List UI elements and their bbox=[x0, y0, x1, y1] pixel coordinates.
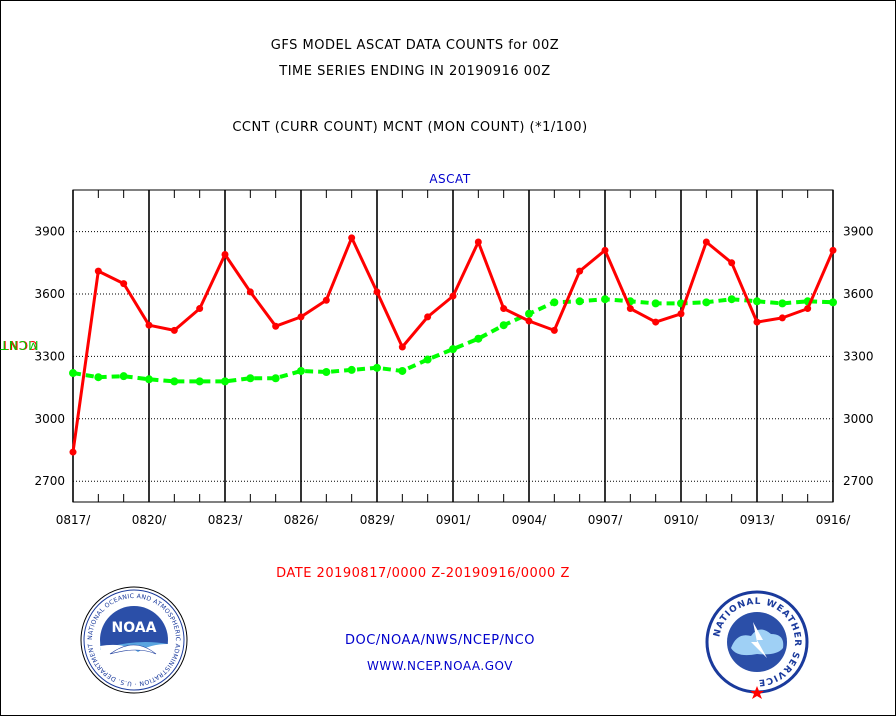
data-point-ccnt bbox=[145, 321, 153, 329]
y-tick-label-right: 2700 bbox=[843, 474, 874, 488]
x-tick-label: 0907/ bbox=[588, 513, 624, 527]
data-point-mcnt bbox=[271, 374, 280, 383]
data-point-mcnt bbox=[398, 366, 407, 375]
data-point-ccnt bbox=[804, 305, 812, 313]
chart-title: GFS MODEL ASCAT DATA COUNTS for 00Z bbox=[270, 38, 560, 53]
data-point-mcnt bbox=[170, 377, 179, 386]
data-point-ccnt bbox=[398, 343, 406, 351]
x-tick-label: 0916/ bbox=[816, 513, 852, 527]
data-point-mcnt bbox=[651, 299, 660, 308]
data-point-mcnt bbox=[753, 297, 761, 306]
x-tick-label: 0817/ bbox=[56, 513, 92, 527]
data-point-mcnt bbox=[575, 297, 584, 306]
data-point-mcnt bbox=[474, 334, 483, 343]
x-tick-label: 0823/ bbox=[208, 513, 244, 527]
data-point-ccnt bbox=[626, 305, 634, 313]
y-tick-label: 3000 bbox=[34, 412, 65, 426]
data-point-mcnt bbox=[449, 345, 457, 354]
data-point-ccnt bbox=[601, 246, 609, 254]
data-point-ccnt bbox=[449, 292, 457, 300]
data-point-ccnt bbox=[829, 246, 837, 254]
chart-title-line2: TIME SERIES ENDING IN 20190916 00Z bbox=[279, 64, 551, 79]
data-point-ccnt bbox=[221, 250, 229, 258]
data-point-mcnt bbox=[221, 377, 229, 386]
y-tick-label-right: 3900 bbox=[843, 225, 874, 239]
data-point-ccnt bbox=[196, 305, 204, 313]
data-point-mcnt bbox=[94, 373, 103, 382]
x-tick-label: 0901/ bbox=[436, 513, 472, 527]
x-tick-label: 0910/ bbox=[664, 513, 700, 527]
plot-border bbox=[72, 189, 834, 503]
data-point-ccnt bbox=[322, 296, 330, 304]
data-point-mcnt bbox=[525, 309, 533, 318]
data-point-mcnt bbox=[347, 365, 356, 374]
data-point-ccnt bbox=[778, 314, 786, 322]
data-point-ccnt bbox=[702, 238, 710, 246]
data-point-mcnt bbox=[778, 299, 787, 308]
data-point-ccnt bbox=[576, 267, 584, 275]
data-point-ccnt bbox=[297, 313, 305, 321]
data-point-ccnt bbox=[753, 318, 761, 326]
data-point-ccnt bbox=[94, 267, 102, 275]
noaa-logo: NATIONAL OCEANIC AND ATMOSPHERIC ADMINIS… bbox=[80, 586, 188, 694]
data-point-mcnt bbox=[195, 377, 204, 386]
y-tick-label: 3300 bbox=[34, 349, 65, 363]
data-point-ccnt bbox=[474, 238, 482, 246]
data-point-mcnt bbox=[322, 368, 331, 376]
data-point-mcnt bbox=[550, 298, 559, 307]
data-point-ccnt bbox=[500, 305, 508, 313]
data-point-ccnt bbox=[348, 234, 356, 242]
data-point-ccnt bbox=[272, 322, 280, 330]
data-point-mcnt bbox=[423, 355, 432, 364]
y-tick-label-right: 3600 bbox=[843, 287, 874, 301]
data-point-mcnt bbox=[702, 298, 711, 307]
y-tick-label-right: 3300 bbox=[843, 349, 874, 363]
x-tick-label: 0913/ bbox=[740, 513, 776, 527]
chart-subtitle: CCNT (CURR COUNT) MCNT (MON COUNT) (*1/1… bbox=[232, 120, 588, 135]
y-tick-label: 3600 bbox=[34, 287, 65, 301]
data-point-ccnt bbox=[550, 326, 558, 334]
y-tick-label-right: 3000 bbox=[843, 412, 874, 426]
data-point-ccnt bbox=[246, 288, 254, 296]
data-point-ccnt bbox=[728, 259, 736, 267]
x-tick-label: 0820/ bbox=[132, 513, 168, 527]
noaa-logo-text: NOAA bbox=[112, 620, 157, 636]
data-point-mcnt bbox=[246, 374, 255, 383]
y-tick-label: 3900 bbox=[34, 225, 65, 239]
panel-label: ASCAT bbox=[429, 172, 471, 186]
x-tick-label: 0829/ bbox=[360, 513, 396, 527]
data-point-ccnt bbox=[677, 310, 685, 318]
nws-logo: NATIONAL WEATHER SERVICE bbox=[705, 590, 809, 699]
data-point-ccnt bbox=[373, 288, 381, 296]
org-path: DOC/NOAA/NWS/NCEP/NCO bbox=[345, 633, 535, 648]
data-point-mcnt bbox=[69, 369, 77, 378]
data-point-ccnt bbox=[525, 317, 533, 325]
data-point-ccnt bbox=[424, 313, 432, 321]
date-range: DATE 20190817/0000 Z-20190916/0000 Z bbox=[276, 566, 570, 581]
data-point-ccnt bbox=[120, 280, 128, 288]
data-point-mcnt bbox=[119, 372, 128, 381]
y-tick-label: 2700 bbox=[34, 474, 65, 488]
x-tick-label: 0826/ bbox=[284, 513, 320, 527]
data-point-ccnt bbox=[69, 448, 77, 456]
data-point-ccnt bbox=[652, 318, 660, 326]
data-point-mcnt bbox=[297, 366, 305, 375]
data-point-ccnt bbox=[170, 326, 178, 334]
data-point-mcnt bbox=[829, 298, 837, 307]
website-link[interactable]: WWW.NCEP.NOAA.GOV bbox=[367, 659, 513, 673]
data-point-mcnt bbox=[499, 321, 508, 330]
x-tick-label: 0904/ bbox=[512, 513, 548, 527]
data-point-mcnt bbox=[601, 295, 609, 304]
data-point-mcnt bbox=[373, 363, 381, 372]
data-point-mcnt bbox=[727, 295, 736, 304]
data-point-mcnt bbox=[145, 375, 153, 384]
